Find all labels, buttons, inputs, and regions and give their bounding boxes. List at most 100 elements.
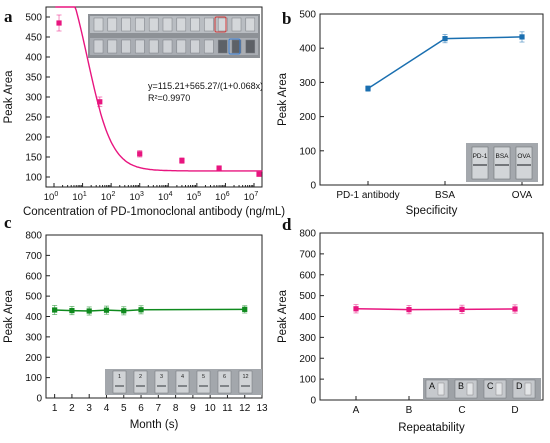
b-inset-label: PD-1 (473, 153, 488, 160)
a-equation: y=115.21+565.27/(1+0.068x) (148, 81, 263, 91)
d-inset-window (466, 382, 474, 396)
c-ytick-label: 500 (25, 292, 42, 303)
a-xtick-label: 102 (101, 191, 116, 203)
d-ytick-label: 700 (299, 249, 316, 260)
a-ylabel: Peak Area (3, 70, 15, 124)
c-inset-strip (175, 370, 190, 394)
c-ytick-label: 300 (25, 332, 42, 343)
d-ytick-label: 0 (310, 396, 316, 407)
a-inset-strip (245, 17, 256, 32)
a-xtick-label: 106 (215, 191, 230, 203)
d-ytick-label: 800 (299, 229, 316, 240)
c-series-line (54, 308, 245, 312)
d-point (353, 306, 359, 312)
a-inset-highlight-blue (228, 38, 241, 55)
a-inset-strip (204, 39, 214, 54)
b-series-line (367, 36, 523, 90)
b-ytick-label: 300 (299, 78, 316, 89)
a-inset-strip (93, 39, 104, 54)
a-ytick-label: 450 (25, 33, 42, 44)
b-ytick-label: 500 (299, 10, 316, 21)
a-ytick-label: 500 (25, 13, 42, 24)
c-xtick-label: 1 (52, 403, 58, 414)
b-inset-strip (515, 146, 533, 180)
a-xtick-label: 103 (129, 191, 144, 203)
a-inset-strip (162, 39, 173, 54)
d-xlabel: Repeatability (398, 422, 465, 434)
c-inset-label: 12 (242, 374, 248, 380)
c-ytick-label: 700 (25, 251, 42, 262)
a-inset-strip (176, 17, 187, 32)
a-inset-strip (176, 39, 187, 54)
b-inset-label: OVA (517, 153, 531, 160)
b-inset-strip (471, 146, 489, 180)
b-xtick-label: BSA (435, 190, 455, 201)
c-point (103, 307, 110, 313)
c-xtick-label: 8 (173, 403, 179, 414)
panel-letter: c (4, 213, 12, 232)
c-inset-label: 4 (181, 374, 184, 380)
a-xtick-label: 105 (187, 191, 202, 203)
a-ytick-label: 100 (25, 173, 42, 184)
a-inset-highlight-red (214, 16, 227, 33)
d-inset-window (437, 382, 445, 396)
c-point (69, 307, 75, 314)
c-inset-label: 6 (223, 374, 226, 380)
c-ytick-label: 100 (25, 373, 42, 384)
b-xtick-label: OVA (512, 190, 533, 201)
a-inset-strip (217, 17, 228, 32)
a-xlabel: Concentration of PD-1monoclonal antibody… (23, 206, 285, 218)
c-inset-strip (217, 370, 232, 394)
d-inset-label: A (429, 381, 435, 391)
d-inset-label: C (487, 381, 494, 391)
c-xtick-label: 11 (222, 403, 233, 414)
b-point (442, 36, 448, 42)
c-ytick-label: 600 (25, 271, 42, 282)
c-ytick-label: 0 (36, 394, 42, 405)
a-inset-strip (135, 39, 145, 54)
a-point (137, 151, 143, 157)
c-inset-label: 5 (202, 374, 205, 380)
c-ylabel: Peak Area (3, 289, 15, 343)
a-point (179, 158, 185, 164)
c-xtick-label: 9 (190, 403, 196, 414)
a-inset-strip (190, 17, 200, 32)
d-ytick-label: 500 (299, 291, 316, 302)
b-xlabel: Specificity (406, 205, 458, 217)
c-ytick-label: 400 (25, 312, 42, 323)
a-point (216, 165, 222, 171)
c-ytick-label: 800 (25, 231, 42, 242)
panel-b: 0 100 200 300 400 500 PD-1 antibody BSA OVA PD-1 B… (277, 9, 544, 217)
d-inset-label: B (458, 381, 464, 391)
d-xtick-label: C (458, 405, 465, 416)
d-ytick-label: 600 (299, 270, 316, 281)
d-xtick-label: B (406, 405, 413, 416)
c-inset-strip (154, 370, 169, 394)
c-point (52, 307, 58, 313)
c-point (86, 308, 92, 314)
c-xtick-label: 12 (239, 403, 251, 414)
a-ytick-label: 150 (25, 153, 42, 164)
c-inset-label: 1 (118, 374, 121, 380)
a-point (97, 99, 103, 105)
d-inset-window (495, 382, 503, 396)
a-inset-strip (121, 39, 131, 54)
c-point (138, 307, 144, 313)
a-fit-curve (55, 6, 263, 172)
d-plot-frame (319, 232, 544, 401)
d-point (459, 306, 465, 313)
d-point (512, 306, 518, 312)
a-inset-strip (231, 39, 242, 54)
panel-a: 100 150 200 250 300 350 400 450 500 100 101 102 103 1… (3, 6, 285, 218)
d-inset-window (524, 382, 532, 396)
d-xtick-label: A (353, 405, 360, 416)
d-ylabel: Peak Area (277, 289, 289, 343)
a-inset-strip (107, 39, 118, 54)
a-inset-strip (231, 17, 242, 32)
b-xtick-label: PD-1 antibody (336, 190, 399, 201)
b-ytick-label: 400 (299, 44, 316, 55)
c-xtick-label: 3 (86, 403, 92, 414)
d-point (406, 307, 412, 313)
a-inset-strip (93, 17, 104, 32)
